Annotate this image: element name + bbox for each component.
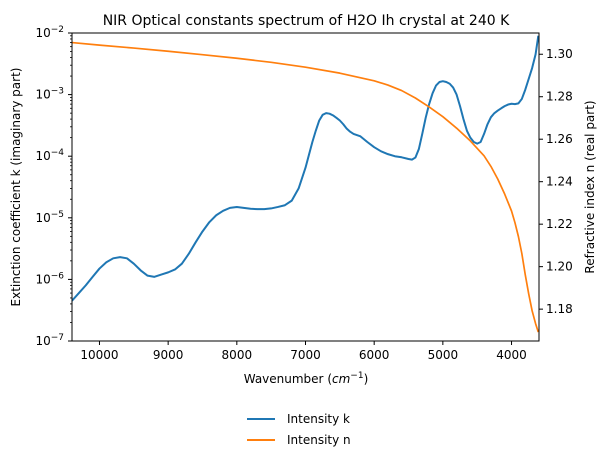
- y-axis-right-label: Refractive index n (real part): [583, 100, 597, 273]
- x-tick-label: 8000: [222, 348, 253, 362]
- legend-label: Intensity n: [287, 433, 351, 447]
- y-right-tick-label: 1.18: [546, 302, 573, 316]
- legend-label: Intensity k: [287, 412, 350, 426]
- y-right-tick-label: 1.26: [546, 132, 573, 146]
- y-left-tick-label: 10−2: [35, 25, 64, 40]
- y-right-tick-label: 1.30: [546, 47, 573, 61]
- chart-title: NIR Optical constants spectrum of H2O Ih…: [103, 13, 510, 29]
- x-tick-label: 7000: [290, 348, 321, 362]
- y-left-tick-label: 10−5: [35, 210, 64, 225]
- x-tick-label: 9000: [153, 348, 184, 362]
- x-axis-label: Wavenumber (cm−1): [244, 371, 369, 386]
- y-right-tick-label: 1.22: [546, 217, 573, 231]
- y-right-tick-label: 1.28: [546, 90, 573, 104]
- x-axis: 10000 9000 8000 7000 6000 5000 4000: [80, 341, 527, 362]
- y-left-tick-label: 10−7: [35, 333, 64, 348]
- y-axis-left-label: Extinction coefficient k (imaginary part…: [9, 68, 23, 307]
- x-tick-label: 6000: [359, 348, 390, 362]
- x-tick-label: 4000: [496, 348, 527, 362]
- y-left-tick-label: 10−6: [35, 271, 64, 286]
- legend: Intensity k Intensity n: [247, 412, 351, 447]
- y-axis-left: 10−7 10−6 10−5 10−4 10−3 10−2: [35, 25, 72, 348]
- plot-frame: [71, 32, 540, 342]
- series-line-n: [72, 41, 539, 333]
- y-right-tick-label: 1.20: [546, 260, 573, 274]
- series-layer: [72, 35, 539, 333]
- y-left-tick-label: 10−3: [35, 87, 64, 102]
- series-line-k: [72, 35, 539, 302]
- x-tick-label: 5000: [428, 348, 459, 362]
- y-right-tick-label: 1.24: [546, 175, 573, 189]
- x-tick-label: 10000: [80, 348, 118, 362]
- y-left-tick-label: 10−4: [35, 148, 64, 163]
- y-axis-right: 1.18 1.20 1.22 1.24 1.26 1.28 1.30: [539, 47, 573, 316]
